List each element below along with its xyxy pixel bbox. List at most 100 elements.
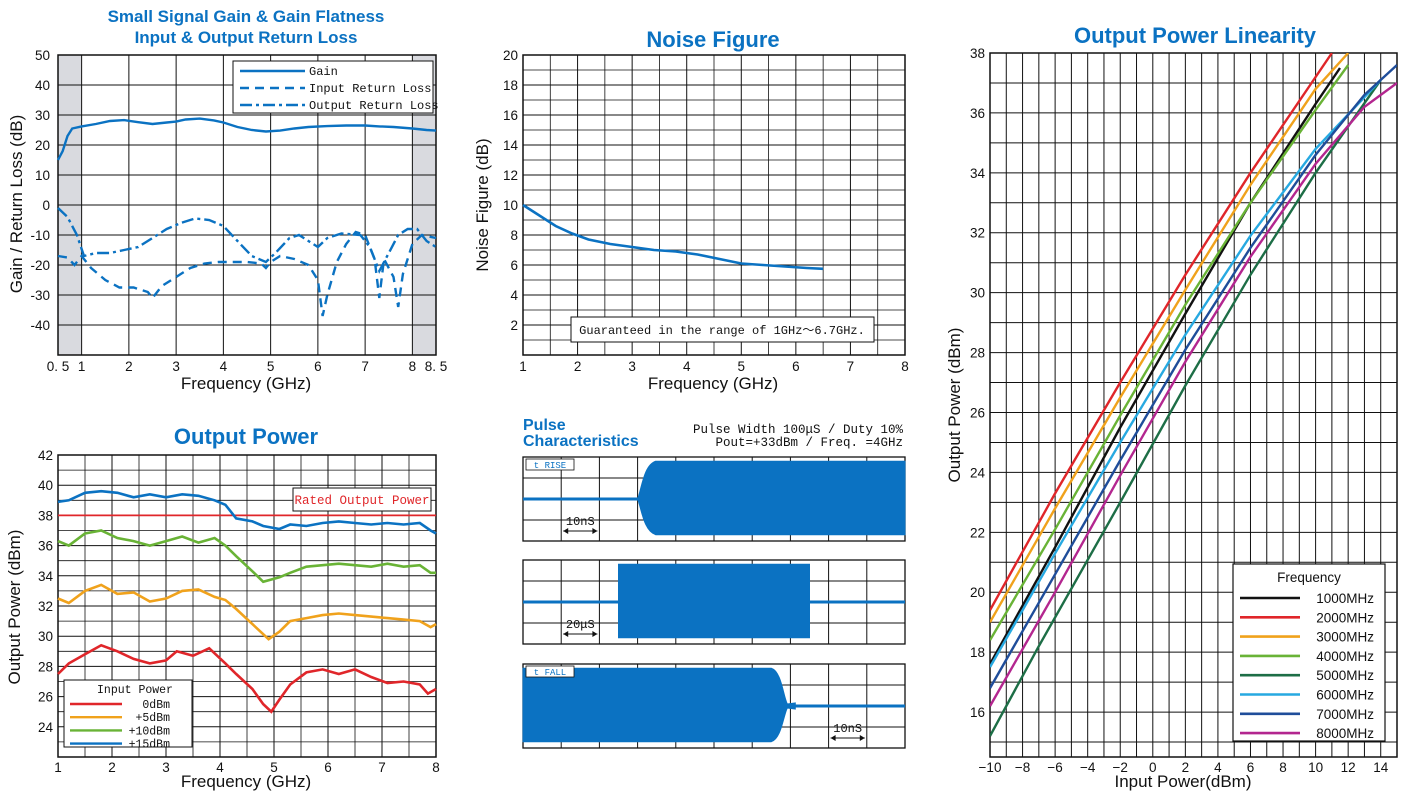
op-y-tick: 36 [38,539,53,554]
op-x-tick: 3 [162,760,170,775]
lin-x-tick: −4 [1080,760,1096,775]
gain-x-tick: 0. 5 [47,359,70,374]
op-y-tick: 30 [38,629,53,644]
nf-x-tick: 6 [792,359,800,374]
lin-series-7000MHz [990,64,1397,689]
op-x-tick: 5 [270,760,278,775]
pulse-tag: t RISE [534,461,566,471]
op-series-+10dBm [57,529,436,584]
nf-x-tick: 5 [738,359,746,374]
lin-series-8000MHz [990,82,1397,707]
gain-series-0 [56,117,437,161]
op-legend-label-+15dBm: +15dBm [129,739,171,752]
op-y-tick: 42 [38,448,53,463]
nf-y-tick: 16 [503,108,518,123]
gain-x-tick: 8. 5 [425,359,448,374]
op-legend-label-+5dBm: +5dBm [135,712,170,725]
nf-note-box [570,316,875,343]
op-legend-title: Input Power [97,684,173,697]
gain-y-tick: 40 [35,78,50,93]
gain-y-tick: -40 [30,318,50,333]
gain-y-tick: 0 [42,198,50,213]
rated-power-label: Rated Output Power [294,494,429,508]
nf-chart-title: Noise Figure [646,27,779,52]
lin-y-tick: 22 [970,525,985,540]
gain-y-axis-label: Gain / Return Loss (dB) [7,115,26,294]
gain-y-tick: 50 [35,48,50,63]
lin-plot-frame [989,52,1398,758]
op-series-+15dBm [57,489,437,535]
gain-x-tick: 1 [78,359,86,374]
lin-legend-title: Frequency [1277,570,1341,585]
op-y-tick: 38 [38,508,53,523]
op-x-tick: 1 [54,760,62,775]
linearity-chart: Output Power Linearity −10 −8 −6 −4 −2 0 2 4 6 8 1… [945,23,1398,791]
nf-x-axis-label: Frequency (GHz) [648,374,778,393]
gain-x-tick: 3 [172,359,180,374]
lin-x-tick: 10 [1308,760,1323,775]
lin-series-2000MHz [990,53,1333,611]
op-series-0dBm [57,643,437,714]
pulse-panel-1: 20μS [522,559,906,645]
lin-series-1000MHz [990,67,1341,665]
legend-gain-label: Gain [309,65,338,79]
pulse-scale-label: 10nS [566,515,595,529]
lin-legend-label-1000MHz: 1000MHz [1316,591,1374,606]
lin-x-tick: 14 [1373,760,1389,775]
lin-legend-label-5000MHz: 5000MHz [1316,668,1374,683]
op-x-tick: 8 [432,760,440,775]
op-y-axis-label: Output Power (dBm) [5,530,24,685]
legend-input-rl-label: Input Return Loss [309,82,431,96]
nf-y-tick: 14 [503,138,519,153]
nf-x-tick: 3 [628,359,636,374]
nf-x-tick: 4 [683,359,691,374]
nf-y-tick: 8 [510,228,518,243]
op-plot-frame [57,454,437,758]
gain-x-tick: 2 [125,359,133,374]
pulse-tag-box [525,665,575,678]
lin-y-tick: 24 [970,465,986,480]
op-x-tick: 4 [216,760,224,775]
gain-chart-title: Small Signal Gain & Gain Flatness [108,7,385,26]
gain-x-tick: 5 [267,359,275,374]
nf-x-tick: 1 [519,359,527,374]
nf-y-tick: 18 [503,78,518,93]
pulse-envelope [637,460,906,536]
nf-y-tick: 4 [510,288,518,303]
pulse-panel-2: t FALL 10nS [522,663,906,749]
rated-power-box [292,487,432,512]
op-legend-label-+10dBm: +10dBm [129,725,171,738]
op-series-+5dBm [57,583,437,641]
op-y-tick: 28 [38,659,53,674]
gain-plot-frame [57,54,437,356]
lin-y-tick: 34 [970,166,986,181]
lin-y-axis-label: Output Power (dBm) [945,328,964,483]
gain-y-tick: 20 [35,138,50,153]
lin-x-tick: 4 [1214,760,1222,775]
lin-x-tick: −10 [979,760,1002,775]
nf-y-tick: 6 [510,258,518,273]
pulse-scale-label: 10nS [833,722,862,736]
op-y-tick: 34 [38,569,54,584]
gain-y-tick: 10 [35,168,50,183]
nf-series [522,203,824,271]
lin-y-tick: 38 [970,46,985,61]
op-y-tick: 26 [38,690,53,705]
pulse-scale-label: 20μS [566,618,595,632]
gain-y-tick: -30 [30,288,50,303]
nf-y-tick: 20 [503,48,518,63]
legend-output-rl-label: Output Return Loss [309,99,439,113]
pulse-envelope [618,563,810,639]
nf-note: Guaranteed in the range of 1GHz～6.7GHz. [579,324,865,338]
pulse-chart: Pulse Characteristics Pulse Width 100μS … [522,417,906,749]
nf-x-tick: 8 [901,359,909,374]
op-y-tick: 24 [38,720,54,735]
lin-x-tick: 2 [1182,760,1190,775]
pulse-header-1: Pulse Width 100μS / Duty 10% [693,423,904,437]
op-legend-label-0dBm: 0dBm [142,699,170,712]
nf-x-tick: 2 [574,359,582,374]
lin-y-tick: 26 [970,405,985,420]
pulse-panel-0: t RISE 10nS [522,456,906,542]
lin-x-tick: 8 [1279,760,1287,775]
